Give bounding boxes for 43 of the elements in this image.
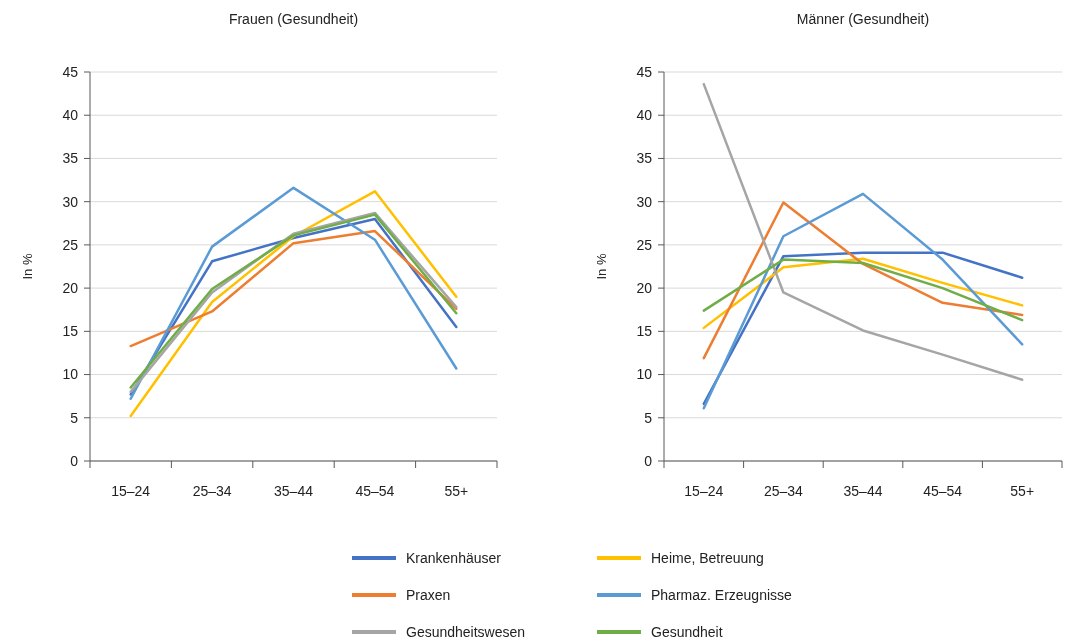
y-tick-label: 20	[636, 280, 653, 297]
y-tick-label: 40	[62, 107, 79, 124]
legend-label: Heime, Betreuung	[651, 549, 764, 566]
y-tick-label: 45	[62, 63, 79, 80]
legend-label: Praxen	[406, 586, 451, 603]
y-tick-label: 30	[62, 193, 79, 210]
legend-label: Pharmaz. Erzeugnisse	[651, 586, 793, 603]
y-tick-label: 5	[70, 409, 79, 426]
y-tick-label: 45	[636, 63, 653, 80]
x-tick-label: 55+	[444, 483, 469, 499]
x-tick-label: 15–24	[111, 483, 151, 499]
y-tick-label: 20	[62, 280, 79, 297]
legend-label: Gesundheit	[651, 623, 723, 640]
y-tick-label: 15	[62, 323, 79, 340]
y-axis-title: In %	[594, 253, 609, 280]
line-series	[702, 192, 1024, 410]
x-tick-label: 45–54	[923, 483, 963, 499]
y-tick-label: 10	[62, 366, 79, 383]
y-tick-label: 25	[636, 236, 653, 253]
legend-label: Gesundheitswesen	[406, 623, 526, 640]
y-tick-label: 10	[636, 366, 653, 383]
x-tick-label: 15–24	[684, 483, 724, 499]
y-tick-label: 15	[636, 323, 653, 340]
chart-title: Frauen (Gesundheit)	[228, 11, 359, 27]
y-tick-label: 40	[636, 107, 653, 124]
y-axis-title: In %	[20, 253, 35, 280]
x-tick-label: 45–54	[355, 483, 395, 499]
y-tick-label: 5	[644, 409, 653, 426]
x-tick-label: 35–44	[274, 483, 314, 499]
y-tick-label: 0	[70, 452, 79, 469]
y-tick-label: 35	[62, 150, 79, 167]
y-tick-label: 25	[62, 236, 79, 253]
x-tick-label: 25–34	[192, 483, 232, 499]
y-tick-label: 0	[644, 452, 653, 469]
line-series	[702, 82, 1024, 381]
x-tick-label: 25–34	[763, 483, 804, 499]
x-tick-label: 55+	[1010, 483, 1035, 499]
legend-label: Krankenhäuser	[406, 549, 502, 566]
chart-title: Männer (Gesundheit)	[796, 11, 930, 27]
line-series	[702, 201, 1024, 360]
y-tick-label: 30	[636, 193, 653, 210]
y-tick-label: 35	[636, 150, 653, 167]
x-tick-label: 35–44	[843, 483, 883, 499]
